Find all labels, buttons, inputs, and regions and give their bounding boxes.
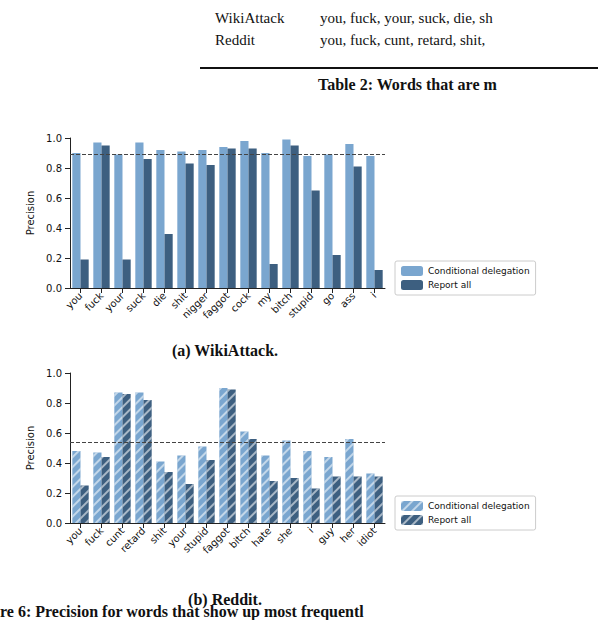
svg-text:retard: retard: [118, 525, 147, 554]
svg-text:Precision: Precision: [25, 426, 36, 471]
svg-text:0.8: 0.8: [46, 163, 62, 174]
svg-text:stupid: stupid: [180, 525, 211, 555]
svg-text:guy: guy: [315, 525, 336, 546]
svg-text:go: go: [320, 290, 337, 307]
html-text:WikiAttack: WikiAttack: [215, 10, 285, 26]
html-text:re 6: Precision for words that: re 6: Precision for words that show up m…: [0, 603, 364, 620]
svg-text:0.2: 0.2: [46, 253, 62, 264]
html-text:you, fuck, cunt, retard, shit,: you, fuck, cunt, retard, shit,: [320, 32, 486, 48]
svg-text:stupid: stupid: [286, 290, 316, 320]
svg-text:suck: suck: [123, 290, 147, 314]
html-text:Table 2: Words that are m: Table 2: Words that are m: [318, 76, 497, 93]
svg-text:bitch: bitch: [227, 525, 252, 550]
svg-text:shit: shit: [148, 525, 169, 546]
svg-text:Report all: Report all: [428, 515, 471, 525]
svg-text:nigger: nigger: [180, 290, 211, 321]
svg-text:0.0: 0.0: [46, 518, 62, 529]
html-text:(a) WikiAttack.: (a) WikiAttack.: [172, 342, 278, 359]
svg-text:0.0: 0.0: [46, 283, 62, 294]
svg-text:she: she: [274, 525, 294, 545]
html-text:Reddit: Reddit: [215, 32, 255, 48]
svg-text:Precision: Precision: [25, 191, 36, 236]
svg-text:hate: hate: [250, 525, 274, 549]
svg-text:Conditional delegation: Conditional delegation: [428, 266, 530, 276]
html-text:you, fuck, your, suck, die, sh: you, fuck, your, suck, die, sh: [320, 10, 493, 26]
svg-text:idiot: idiot: [355, 525, 378, 548]
svg-text:bitch: bitch: [269, 290, 295, 316]
svg-text:faggot: faggot: [201, 525, 232, 556]
svg-text:cunt: cunt: [103, 525, 127, 549]
svg-text:ass: ass: [338, 290, 357, 309]
svg-text:0.6: 0.6: [46, 428, 62, 439]
html-text:(b) Reddit.: (b) Reddit.: [188, 591, 262, 608]
svg-text:your: your: [103, 289, 127, 313]
svg-text:shit: shit: [168, 290, 190, 311]
svg-text:0.2: 0.2: [46, 488, 62, 499]
svg-text:her: her: [337, 525, 358, 545]
svg-text:0.4: 0.4: [46, 223, 62, 234]
svg-text:0.4: 0.4: [46, 458, 62, 469]
svg-text:Conditional delegation: Conditional delegation: [428, 501, 530, 511]
svg-text:Report all: Report all: [428, 280, 471, 290]
svg-text:fuck: fuck: [83, 290, 106, 313]
svg-text:0.6: 0.6: [46, 193, 62, 204]
svg-text:i: i: [369, 290, 379, 300]
svg-text:you: you: [64, 525, 85, 546]
svg-text:i: i: [306, 525, 316, 535]
svg-text:fuck: fuck: [83, 525, 106, 548]
svg-text:my: my: [254, 290, 274, 309]
svg-text:0.8: 0.8: [46, 398, 62, 409]
svg-text:cock: cock: [228, 290, 252, 314]
svg-text:1.0: 1.0: [46, 133, 62, 144]
svg-text:faggot: faggot: [201, 290, 232, 321]
svg-text:1.0: 1.0: [46, 368, 62, 379]
svg-text:you: you: [64, 290, 85, 311]
svg-text:die: die: [150, 290, 169, 309]
svg-text:your: your: [165, 525, 190, 549]
